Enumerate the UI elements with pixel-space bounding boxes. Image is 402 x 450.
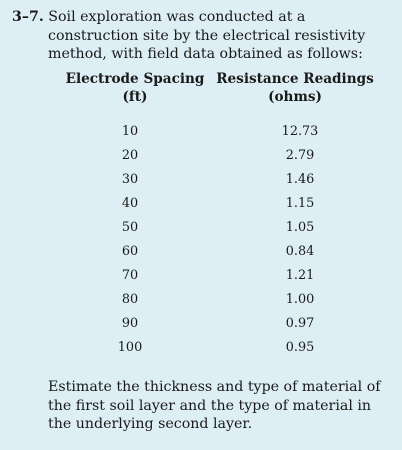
- resistance-reading-value: 0.84: [285, 244, 315, 259]
- table-row: 70 1.21: [0, 268, 402, 292]
- problem-statement: 3–7. Soil exploration was conducted at a…: [12, 8, 392, 64]
- problem-number: 3–7.: [12, 9, 44, 25]
- electrode-spacing-value: 100: [117, 340, 143, 355]
- electrode-spacing-value: 20: [121, 148, 139, 163]
- problem-question: Estimate the thickness and type of mater…: [48, 379, 381, 432]
- resistance-reading-value: 1.05: [285, 220, 315, 235]
- table-header: Electrode Spacing (ft) Resistance Readin…: [0, 70, 402, 110]
- electrode-spacing-value: 30: [121, 172, 139, 187]
- electrode-spacing-value: 90: [121, 316, 139, 331]
- resistance-reading-value: 1.00: [285, 292, 315, 307]
- resistance-reading-value: 12.73: [281, 124, 319, 139]
- table-row: 100 0.95: [0, 340, 402, 364]
- electrode-spacing-value: 60: [121, 244, 139, 259]
- table-row: 60 0.84: [0, 244, 402, 268]
- resistance-column-header: Resistance Readings (ohms): [210, 70, 380, 106]
- table-row: 80 1.00: [0, 292, 402, 316]
- table-row: 10 12.73: [0, 124, 402, 148]
- table-row: 40 1.15: [0, 196, 402, 220]
- resistance-reading-value: 1.46: [285, 172, 315, 187]
- table-row: 90 0.97: [0, 316, 402, 340]
- electrode-spacing-value: 50: [121, 220, 139, 235]
- electrode-spacing-value: 80: [121, 292, 139, 307]
- table-row: 30 1.46: [0, 172, 402, 196]
- spacing-header-title: Electrode Spacing: [65, 71, 205, 87]
- table-row: 50 1.05: [0, 220, 402, 244]
- resistance-header-title: Resistance Readings: [216, 71, 374, 87]
- resistance-reading-value: 2.79: [285, 148, 315, 163]
- resistance-reading-value: 0.97: [285, 316, 315, 331]
- problem-intro-text: Soil exploration was conducted at a cons…: [48, 9, 366, 62]
- resistance-reading-value: 0.95: [285, 340, 315, 355]
- spacing-column-header: Electrode Spacing (ft): [60, 70, 210, 106]
- resistance-reading-value: 1.21: [285, 268, 315, 283]
- electrode-spacing-value: 70: [121, 268, 139, 283]
- table-row: 20 2.79: [0, 148, 402, 172]
- electrode-spacing-value: 10: [121, 124, 139, 139]
- electrode-spacing-value: 40: [121, 196, 139, 211]
- spacing-header-unit: (ft): [122, 89, 148, 105]
- resistance-reading-value: 1.15: [285, 196, 315, 211]
- resistance-header-unit: (ohms): [268, 89, 322, 105]
